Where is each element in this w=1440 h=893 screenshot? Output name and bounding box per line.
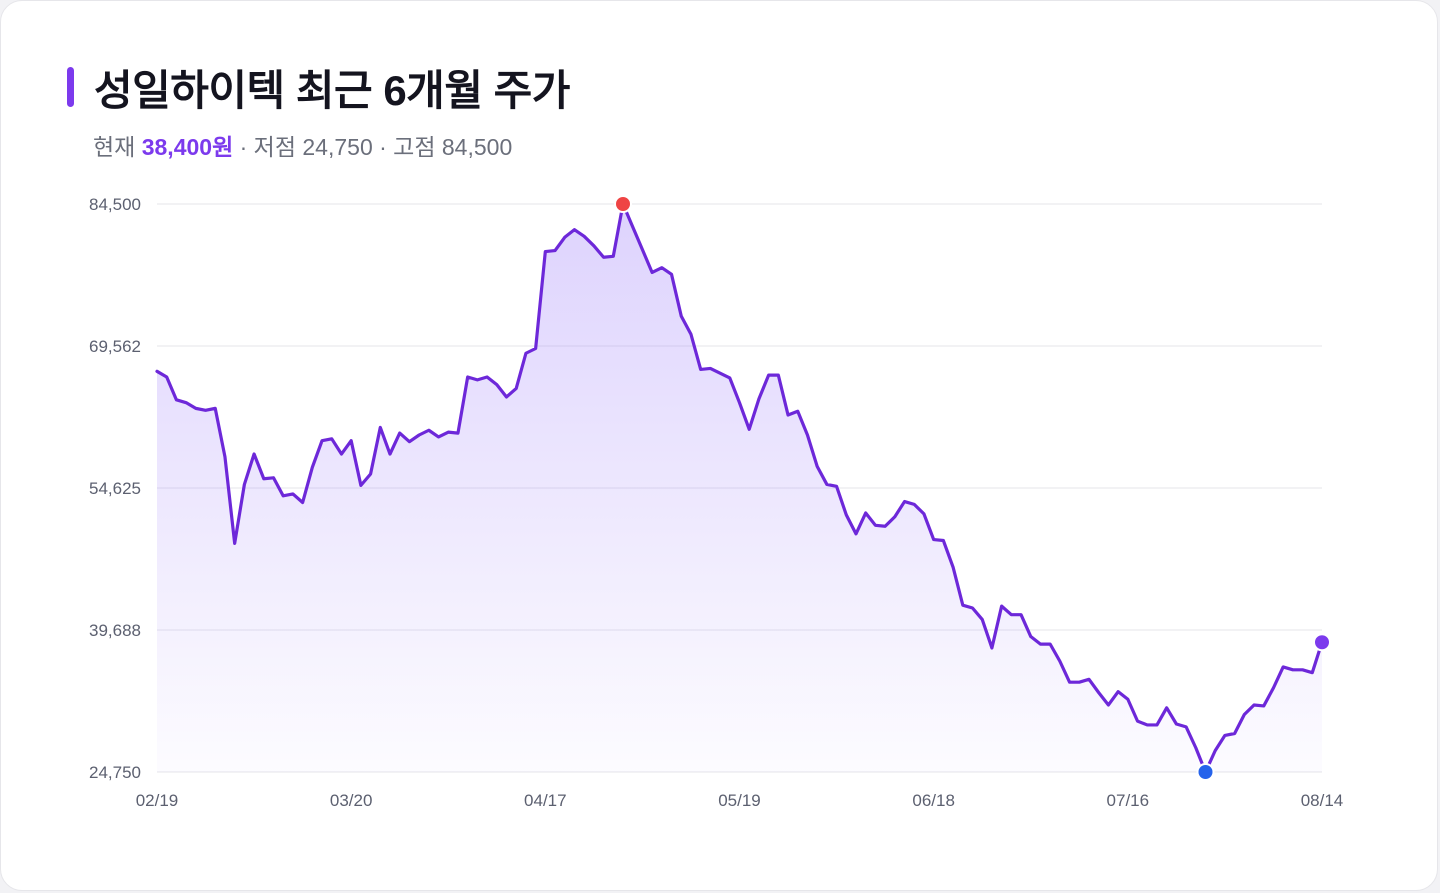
x-tick-label: 07/16 <box>1107 791 1150 810</box>
y-tick-label: 84,500 <box>89 195 141 214</box>
area-layer <box>155 202 1324 774</box>
x-tick-label: 03/20 <box>330 791 373 810</box>
high-price: · 고점 84,500 <box>379 134 513 160</box>
current-price: 38,400원 <box>141 134 234 160</box>
x-tick-label: 04/17 <box>524 791 567 810</box>
high-marker <box>614 195 632 213</box>
y-tick-label: 69,562 <box>89 337 141 356</box>
axis-layer: 84,500 69,562 54,625 39,688 24,750 02/19 03/20… <box>89 195 1343 810</box>
title-row: 성일하이텍 최근 6개월 주가 <box>67 61 570 114</box>
x-tick-label: 05/19 <box>718 791 761 810</box>
x-tick-label: 06/18 <box>912 791 955 810</box>
price-summary: 현재 38,400원 · 저점 24,750 · 고점 84,500 <box>93 128 512 162</box>
price-line <box>155 202 1324 774</box>
current-label: 현재 <box>93 134 136 160</box>
x-tick-label: 02/19 <box>136 791 179 810</box>
chart-title: 성일하이텍 최근 6개월 주가 <box>94 66 570 114</box>
last-price-marker <box>1313 633 1331 652</box>
x-tick-label: 08/14 <box>1301 791 1344 810</box>
y-tick-label: 54,625 <box>89 479 141 498</box>
title-accent-bar <box>67 67 74 107</box>
y-tick-label: 24,750 <box>89 763 141 782</box>
low-price: · 저점 24,750 <box>239 134 373 160</box>
marker-layer <box>614 195 1331 781</box>
y-tick-label: 39,688 <box>89 621 141 640</box>
low-marker <box>1196 763 1215 781</box>
price-area <box>157 204 1322 772</box>
